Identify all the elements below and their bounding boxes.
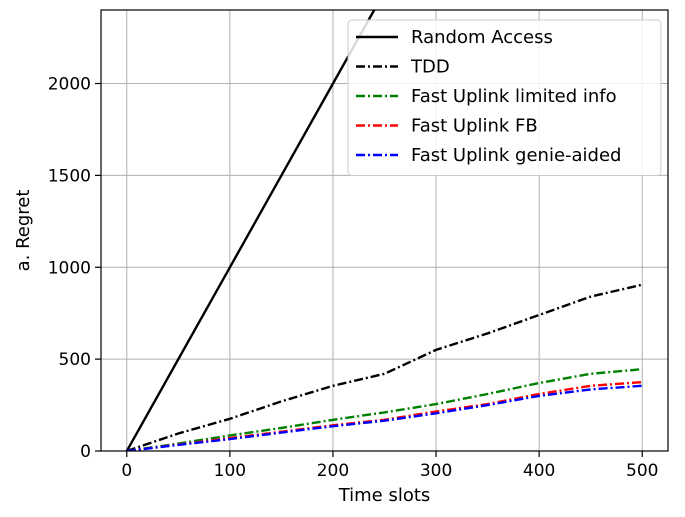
- legend-entry: Fast Uplink genie-aided: [411, 145, 621, 166]
- legend-entry: TDD: [410, 57, 450, 78]
- legend-box: [347, 19, 662, 176]
- x-tick-label: 400: [523, 461, 555, 481]
- legend-entry: Random Access: [411, 27, 553, 48]
- y-tick-label: 1000: [48, 258, 91, 278]
- y-tick-label: 500: [59, 350, 91, 370]
- series-line-fast-uplink-genie-aided: [126, 384, 643, 451]
- x-tick-label: 100: [214, 461, 246, 481]
- y-tick-label: 2000: [48, 75, 91, 95]
- x-tick-label: 0: [121, 461, 132, 481]
- x-tick-label: 200: [317, 461, 349, 481]
- series-line-tdd: [126, 283, 643, 451]
- legend-entry: Fast Uplink FB: [411, 116, 538, 137]
- y-tick-label: 1500: [48, 166, 91, 186]
- y-tick-label: 0: [80, 442, 91, 462]
- axis-ticks: 0 100 200 300 400 500 0 500 1000 1500 2000: [48, 75, 659, 482]
- y-axis-label: a. Regret: [13, 190, 34, 272]
- legend-entry: Fast Uplink limited info: [411, 86, 617, 107]
- x-axis-label: Time slots: [338, 485, 431, 506]
- x-tick-label: 500: [626, 461, 658, 481]
- x-tick-label: 300: [420, 461, 452, 481]
- legend: Random Access TDD Fast Uplink limited info…: [347, 19, 662, 176]
- series-line-fast-uplink-limited-info: [126, 368, 643, 451]
- plot-frame: [100, 9, 669, 452]
